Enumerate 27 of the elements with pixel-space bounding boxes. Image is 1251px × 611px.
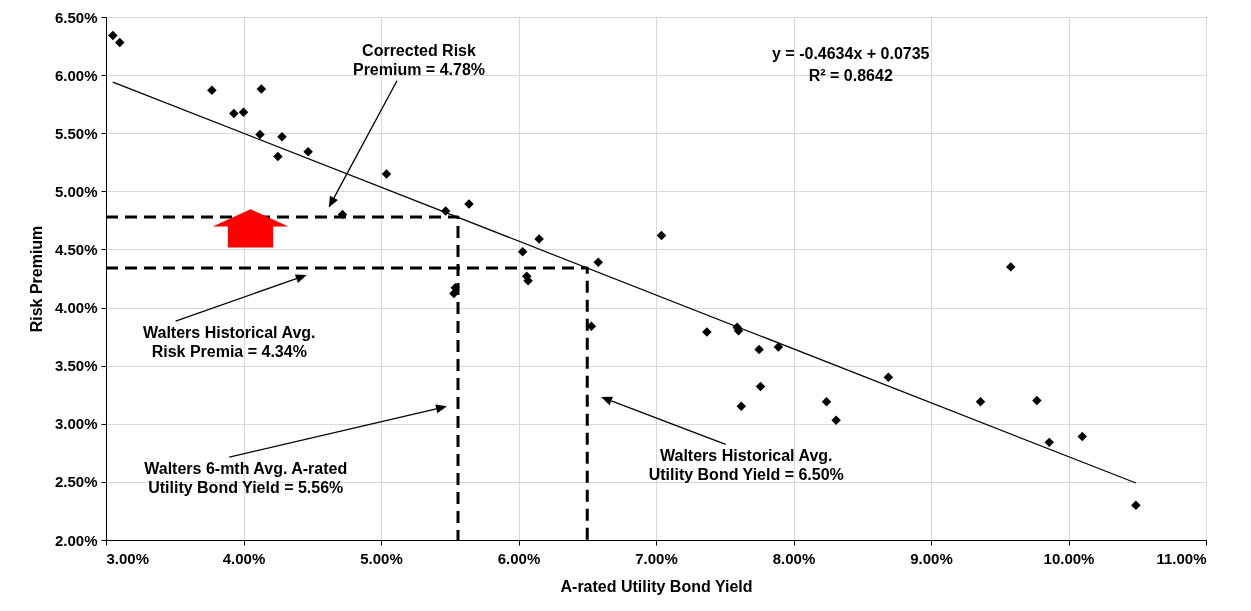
y-tick-label: 6.50% bbox=[54, 8, 98, 26]
x-tick-label: 11.00% bbox=[1156, 549, 1207, 567]
annotation: Corrected Risk Premium = 4.78% bbox=[351, 40, 487, 79]
annotation: R² = 0.8642 bbox=[807, 66, 894, 86]
y-axis-title: Risk Premium bbox=[27, 225, 45, 333]
annotation: y = -0.4634x + 0.0735 bbox=[771, 44, 931, 64]
y-tick-label: 3.00% bbox=[54, 415, 98, 433]
x-tick-label: 7.00% bbox=[635, 549, 678, 567]
x-axis-title: A-rated Utility Bond Yield bbox=[560, 577, 753, 595]
x-tick-label: 10.00% bbox=[1043, 549, 1095, 567]
annotation: Walters 6-mth Avg. A-rated Utility Bond Yield = 5.56% bbox=[143, 459, 349, 498]
y-tick-label: 5.00% bbox=[54, 182, 98, 200]
y-tick-label: 4.50% bbox=[54, 240, 98, 258]
y-tick-label: 4.00% bbox=[54, 299, 98, 317]
x-tick-label: 6.00% bbox=[497, 549, 541, 567]
y-tick-label: 2.50% bbox=[54, 473, 98, 491]
y-tick-label: 5.50% bbox=[54, 124, 98, 142]
y-tick-label: 6.00% bbox=[54, 66, 98, 84]
annotation: Walters Historical Avg. Utility Bond Yield = 6.50% bbox=[647, 446, 845, 485]
y-tick-label: 2.00% bbox=[54, 531, 98, 549]
x-tick-label: 4.00% bbox=[222, 549, 266, 567]
x-tick-label: 5.00% bbox=[360, 549, 403, 567]
y-tick-label: 3.50% bbox=[54, 357, 98, 375]
annotation: Walters Historical Avg. Risk Premia = 4.34% bbox=[142, 323, 317, 362]
x-tick-label: 8.00% bbox=[772, 549, 816, 567]
x-tick-label: 9.00% bbox=[910, 549, 953, 567]
x-tick-label: 3.00% bbox=[106, 549, 150, 567]
